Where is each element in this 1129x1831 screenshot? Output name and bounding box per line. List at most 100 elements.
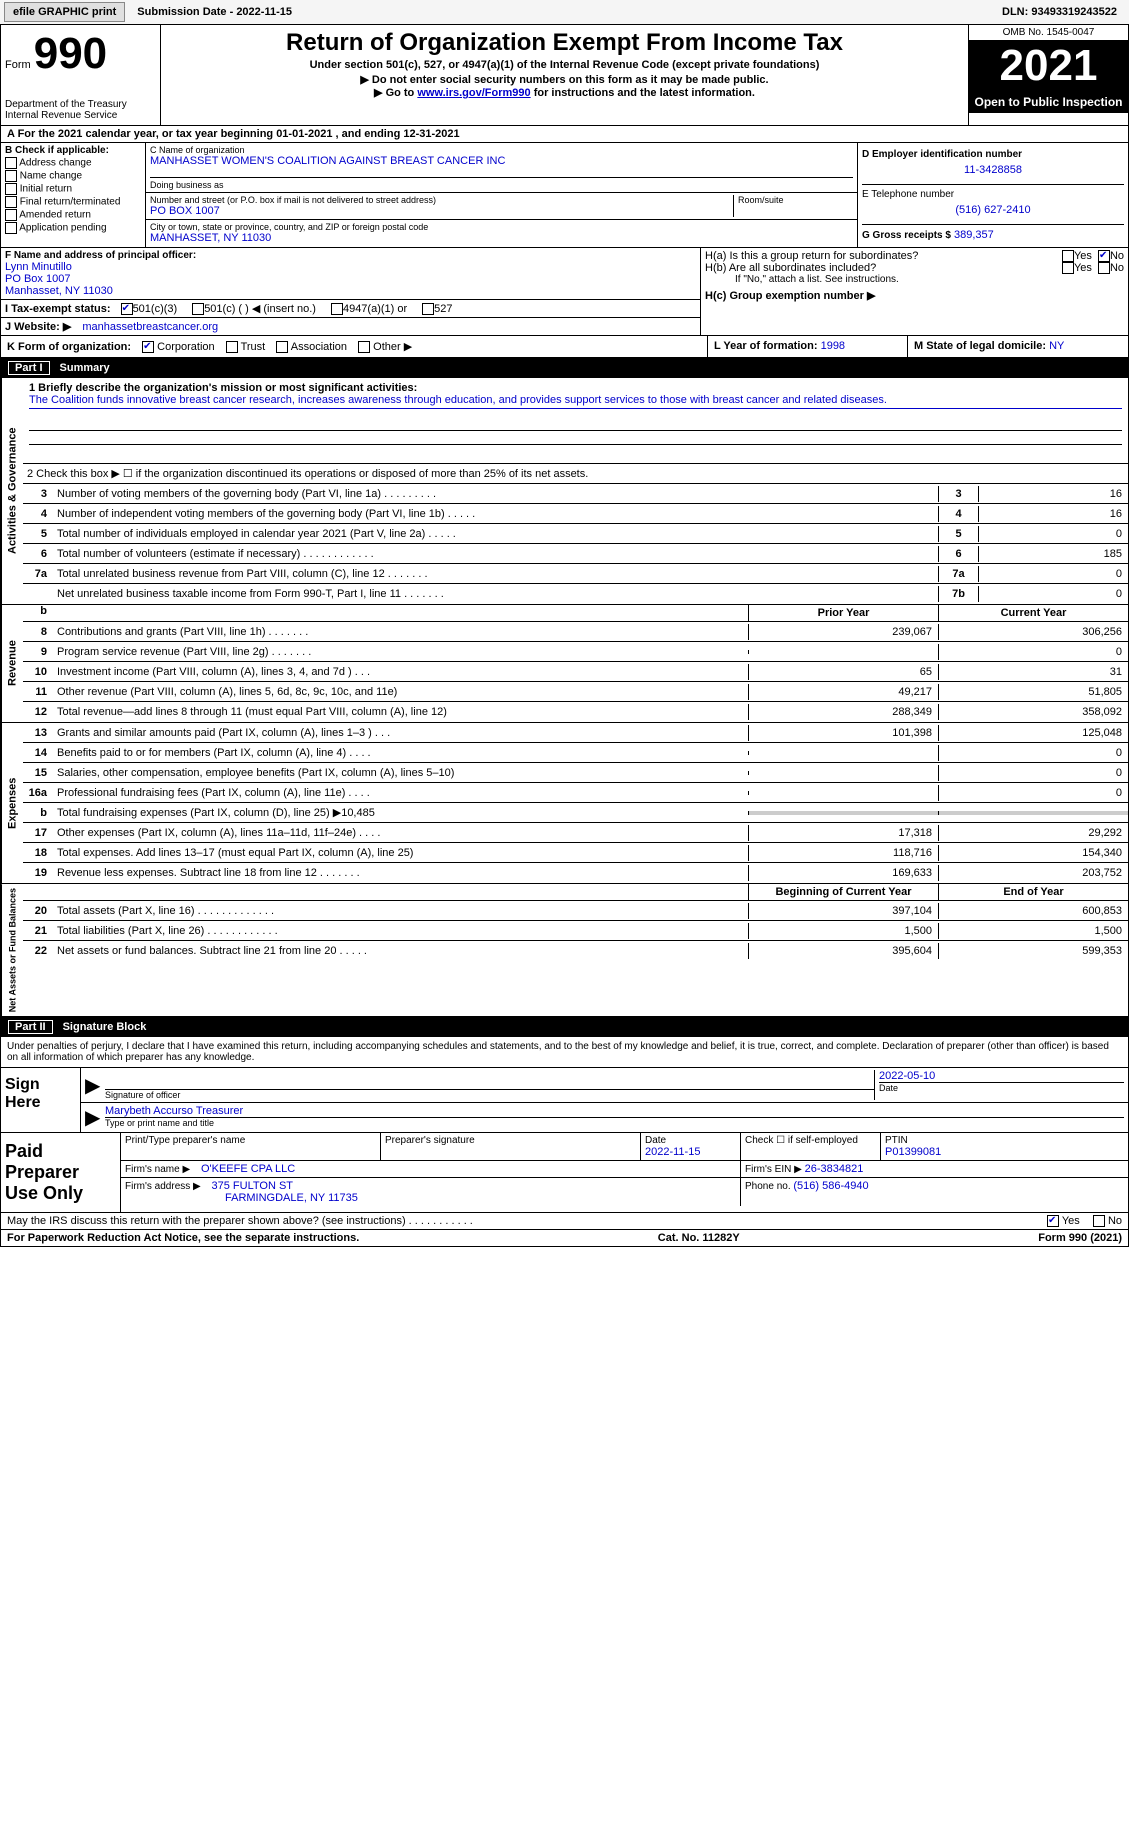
- line-row: 5 Total number of individuals employed i…: [23, 524, 1128, 544]
- firm-name: O'KEEFE CPA LLC: [201, 1163, 295, 1175]
- sig-date: 2022-05-10: [879, 1070, 1124, 1083]
- officer-addr2: Manhasset, NY 11030: [5, 285, 696, 297]
- ptin-value: P01399081: [885, 1146, 941, 1158]
- typed-label: Type or print name and title: [105, 1118, 1124, 1128]
- officer-label: F Name and address of principal officer:: [5, 250, 696, 261]
- website-label: J Website: ▶: [5, 321, 71, 333]
- footer: For Paperwork Reduction Act Notice, see …: [0, 1230, 1129, 1247]
- line-row: 18 Total expenses. Add lines 13–17 (must…: [23, 843, 1128, 863]
- line-row: 22 Net assets or fund balances. Subtract…: [23, 941, 1128, 961]
- chk-hb-no[interactable]: [1098, 262, 1110, 274]
- efile-print-button[interactable]: efile GRAPHIC print: [4, 2, 125, 22]
- org-name-label: C Name of organization: [150, 145, 853, 155]
- paid-preparer-section: Paid Preparer Use Only Print/Type prepar…: [0, 1133, 1129, 1213]
- chk-ha-yes[interactable]: [1062, 250, 1074, 262]
- tax-exempt-label: I Tax-exempt status:: [5, 303, 111, 315]
- hb-label: H(b) Are all subordinates included?: [705, 262, 1062, 274]
- line-row: 12 Total revenue—add lines 8 through 11 …: [23, 702, 1128, 722]
- col-d: D Employer identification number 11-3428…: [858, 143, 1128, 247]
- na-col-headers: Beginning of Current Year End of Year: [23, 884, 1128, 901]
- line-row: 17 Other expenses (Part IX, column (A), …: [23, 823, 1128, 843]
- officer-name: Lynn Minutillo: [5, 261, 696, 273]
- chk-address-change[interactable]: Address change: [5, 157, 141, 169]
- form-subtitle-2: ▶ Do not enter social security numbers o…: [165, 73, 964, 86]
- chk-other[interactable]: [358, 341, 370, 353]
- chk-corp[interactable]: [142, 341, 154, 353]
- preparer-date: 2022-11-15: [645, 1146, 700, 1158]
- chk-501c[interactable]: [192, 303, 204, 315]
- discuss-no[interactable]: [1093, 1215, 1105, 1227]
- form-title: Return of Organization Exempt From Incom…: [165, 29, 964, 57]
- line-row: 11 Other revenue (Part VIII, column (A),…: [23, 682, 1128, 702]
- sign-here-section: Sign Here ▶ Signature of officer 2022-05…: [0, 1068, 1129, 1133]
- vert-net-assets: Net Assets or Fund Balances: [1, 884, 23, 1016]
- chk-final-return[interactable]: Final return/terminated: [5, 196, 141, 208]
- line-row: 8 Contributions and grants (Part VIII, l…: [23, 622, 1128, 642]
- line-row: 14 Benefits paid to or for members (Part…: [23, 743, 1128, 763]
- year-formation-value: 1998: [821, 340, 845, 352]
- beginning-year-header: Beginning of Current Year: [748, 884, 938, 900]
- form-label: Form: [5, 59, 31, 71]
- firm-ein: 26-3834821: [805, 1163, 864, 1175]
- vert-expenses: Expenses: [1, 723, 23, 883]
- form-org-label: K Form of organization:: [7, 341, 131, 353]
- line-row: 6 Total number of volunteers (estimate i…: [23, 544, 1128, 564]
- col-b-header: B Check if applicable:: [5, 145, 141, 156]
- line-row: 4 Number of independent voting members o…: [23, 504, 1128, 524]
- row-k-l-m: K Form of organization: Corporation Trus…: [0, 336, 1129, 358]
- section-fhi: F Name and address of principal officer:…: [0, 248, 1129, 336]
- chk-initial-return[interactable]: Initial return: [5, 183, 141, 195]
- header-left: Form 990 Department of the Treasury Inte…: [1, 25, 161, 125]
- chk-amended-return[interactable]: Amended return: [5, 209, 141, 221]
- self-employed-check[interactable]: Check ☐ if self-employed: [741, 1133, 881, 1160]
- col-f: F Name and address of principal officer:…: [1, 248, 701, 335]
- gross-value: 389,357: [954, 229, 994, 241]
- line-row: 21 Total liabilities (Part X, line 26) .…: [23, 921, 1128, 941]
- chk-4947[interactable]: [331, 303, 343, 315]
- addr-value: PO BOX 1007: [150, 205, 733, 217]
- discuss-text: May the IRS discuss this return with the…: [7, 1215, 473, 1227]
- irs-link[interactable]: www.irs.gov/Form990: [417, 87, 530, 99]
- phone-value-d: (516) 627-2410: [862, 200, 1124, 220]
- col-c: C Name of organization MANHASSET WOMEN'S…: [146, 143, 858, 247]
- domicile-value: NY: [1049, 340, 1064, 352]
- domicile-label: M State of legal domicile:: [914, 340, 1046, 352]
- discuss-row: May the IRS discuss this return with the…: [0, 1213, 1129, 1230]
- part2-header: Part II Signature Block: [0, 1017, 1129, 1037]
- line-row: b Total fundraising expenses (Part IX, c…: [23, 803, 1128, 823]
- dept-treasury: Department of the Treasury Internal Reve…: [5, 99, 156, 121]
- cat-no: Cat. No. 11282Y: [658, 1232, 740, 1244]
- end-year-header: End of Year: [938, 884, 1128, 900]
- paperwork-notice: For Paperwork Reduction Act Notice, see …: [7, 1232, 359, 1244]
- col-b: B Check if applicable: Address change Na…: [1, 143, 146, 247]
- firm-addr2: FARMINGDALE, NY 11735: [225, 1192, 358, 1204]
- line-row: 3 Number of voting members of the govern…: [23, 484, 1128, 504]
- ein-label: D Employer identification number: [862, 149, 1124, 160]
- current-year-header: Current Year: [938, 605, 1128, 621]
- chk-ha-no[interactable]: [1098, 250, 1110, 262]
- hb-note: If "No," attach a list. See instructions…: [705, 274, 1124, 285]
- officer-addr1: PO Box 1007: [5, 273, 696, 285]
- declaration-text: Under penalties of perjury, I declare th…: [0, 1037, 1129, 1068]
- org-name-value: MANHASSET WOMEN'S COALITION AGAINST BREA…: [150, 155, 853, 167]
- vert-revenue: Revenue: [1, 605, 23, 722]
- chk-trust[interactable]: [226, 341, 238, 353]
- gross-label: G Gross receipts $: [862, 230, 951, 241]
- city-value: MANHASSET, NY 11030: [150, 232, 853, 244]
- prior-year-header: Prior Year: [748, 605, 938, 621]
- omb-number: OMB No. 1545-0047: [969, 25, 1128, 41]
- sig-officer-label: Signature of officer: [105, 1090, 874, 1100]
- phone-label-d: E Telephone number: [862, 189, 1124, 200]
- form-subtitle-3: ▶ Go to www.irs.gov/Form990 for instruct…: [165, 86, 964, 99]
- chk-assoc[interactable]: [276, 341, 288, 353]
- chk-527[interactable]: [422, 303, 434, 315]
- top-bar: efile GRAPHIC print Submission Date - 20…: [0, 0, 1129, 25]
- chk-name-change[interactable]: Name change: [5, 170, 141, 182]
- header-right: OMB No. 1545-0047 2021 Open to Public In…: [968, 25, 1128, 125]
- paid-preparer-label: Paid Preparer Use Only: [1, 1133, 121, 1212]
- discuss-yes[interactable]: [1047, 1215, 1059, 1227]
- chk-501c3[interactable]: [121, 303, 133, 315]
- chk-hb-yes[interactable]: [1062, 262, 1074, 274]
- chk-application-pending[interactable]: Application pending: [5, 222, 141, 234]
- form-subtitle-1: Under section 501(c), 527, or 4947(a)(1)…: [165, 59, 964, 71]
